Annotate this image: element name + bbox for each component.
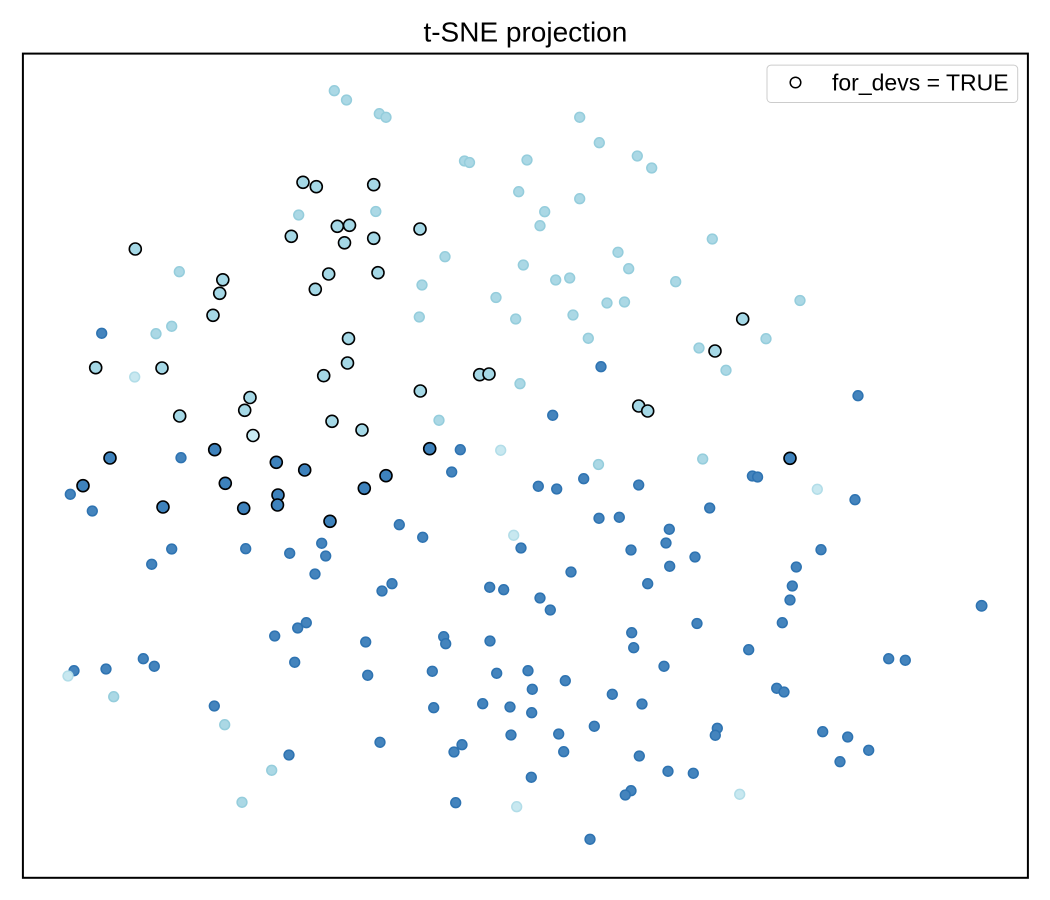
svg-text:for_devs = TRUE: for_devs = TRUE: [832, 70, 1009, 96]
svg-text:t-SNE projection: t-SNE projection: [423, 17, 627, 48]
